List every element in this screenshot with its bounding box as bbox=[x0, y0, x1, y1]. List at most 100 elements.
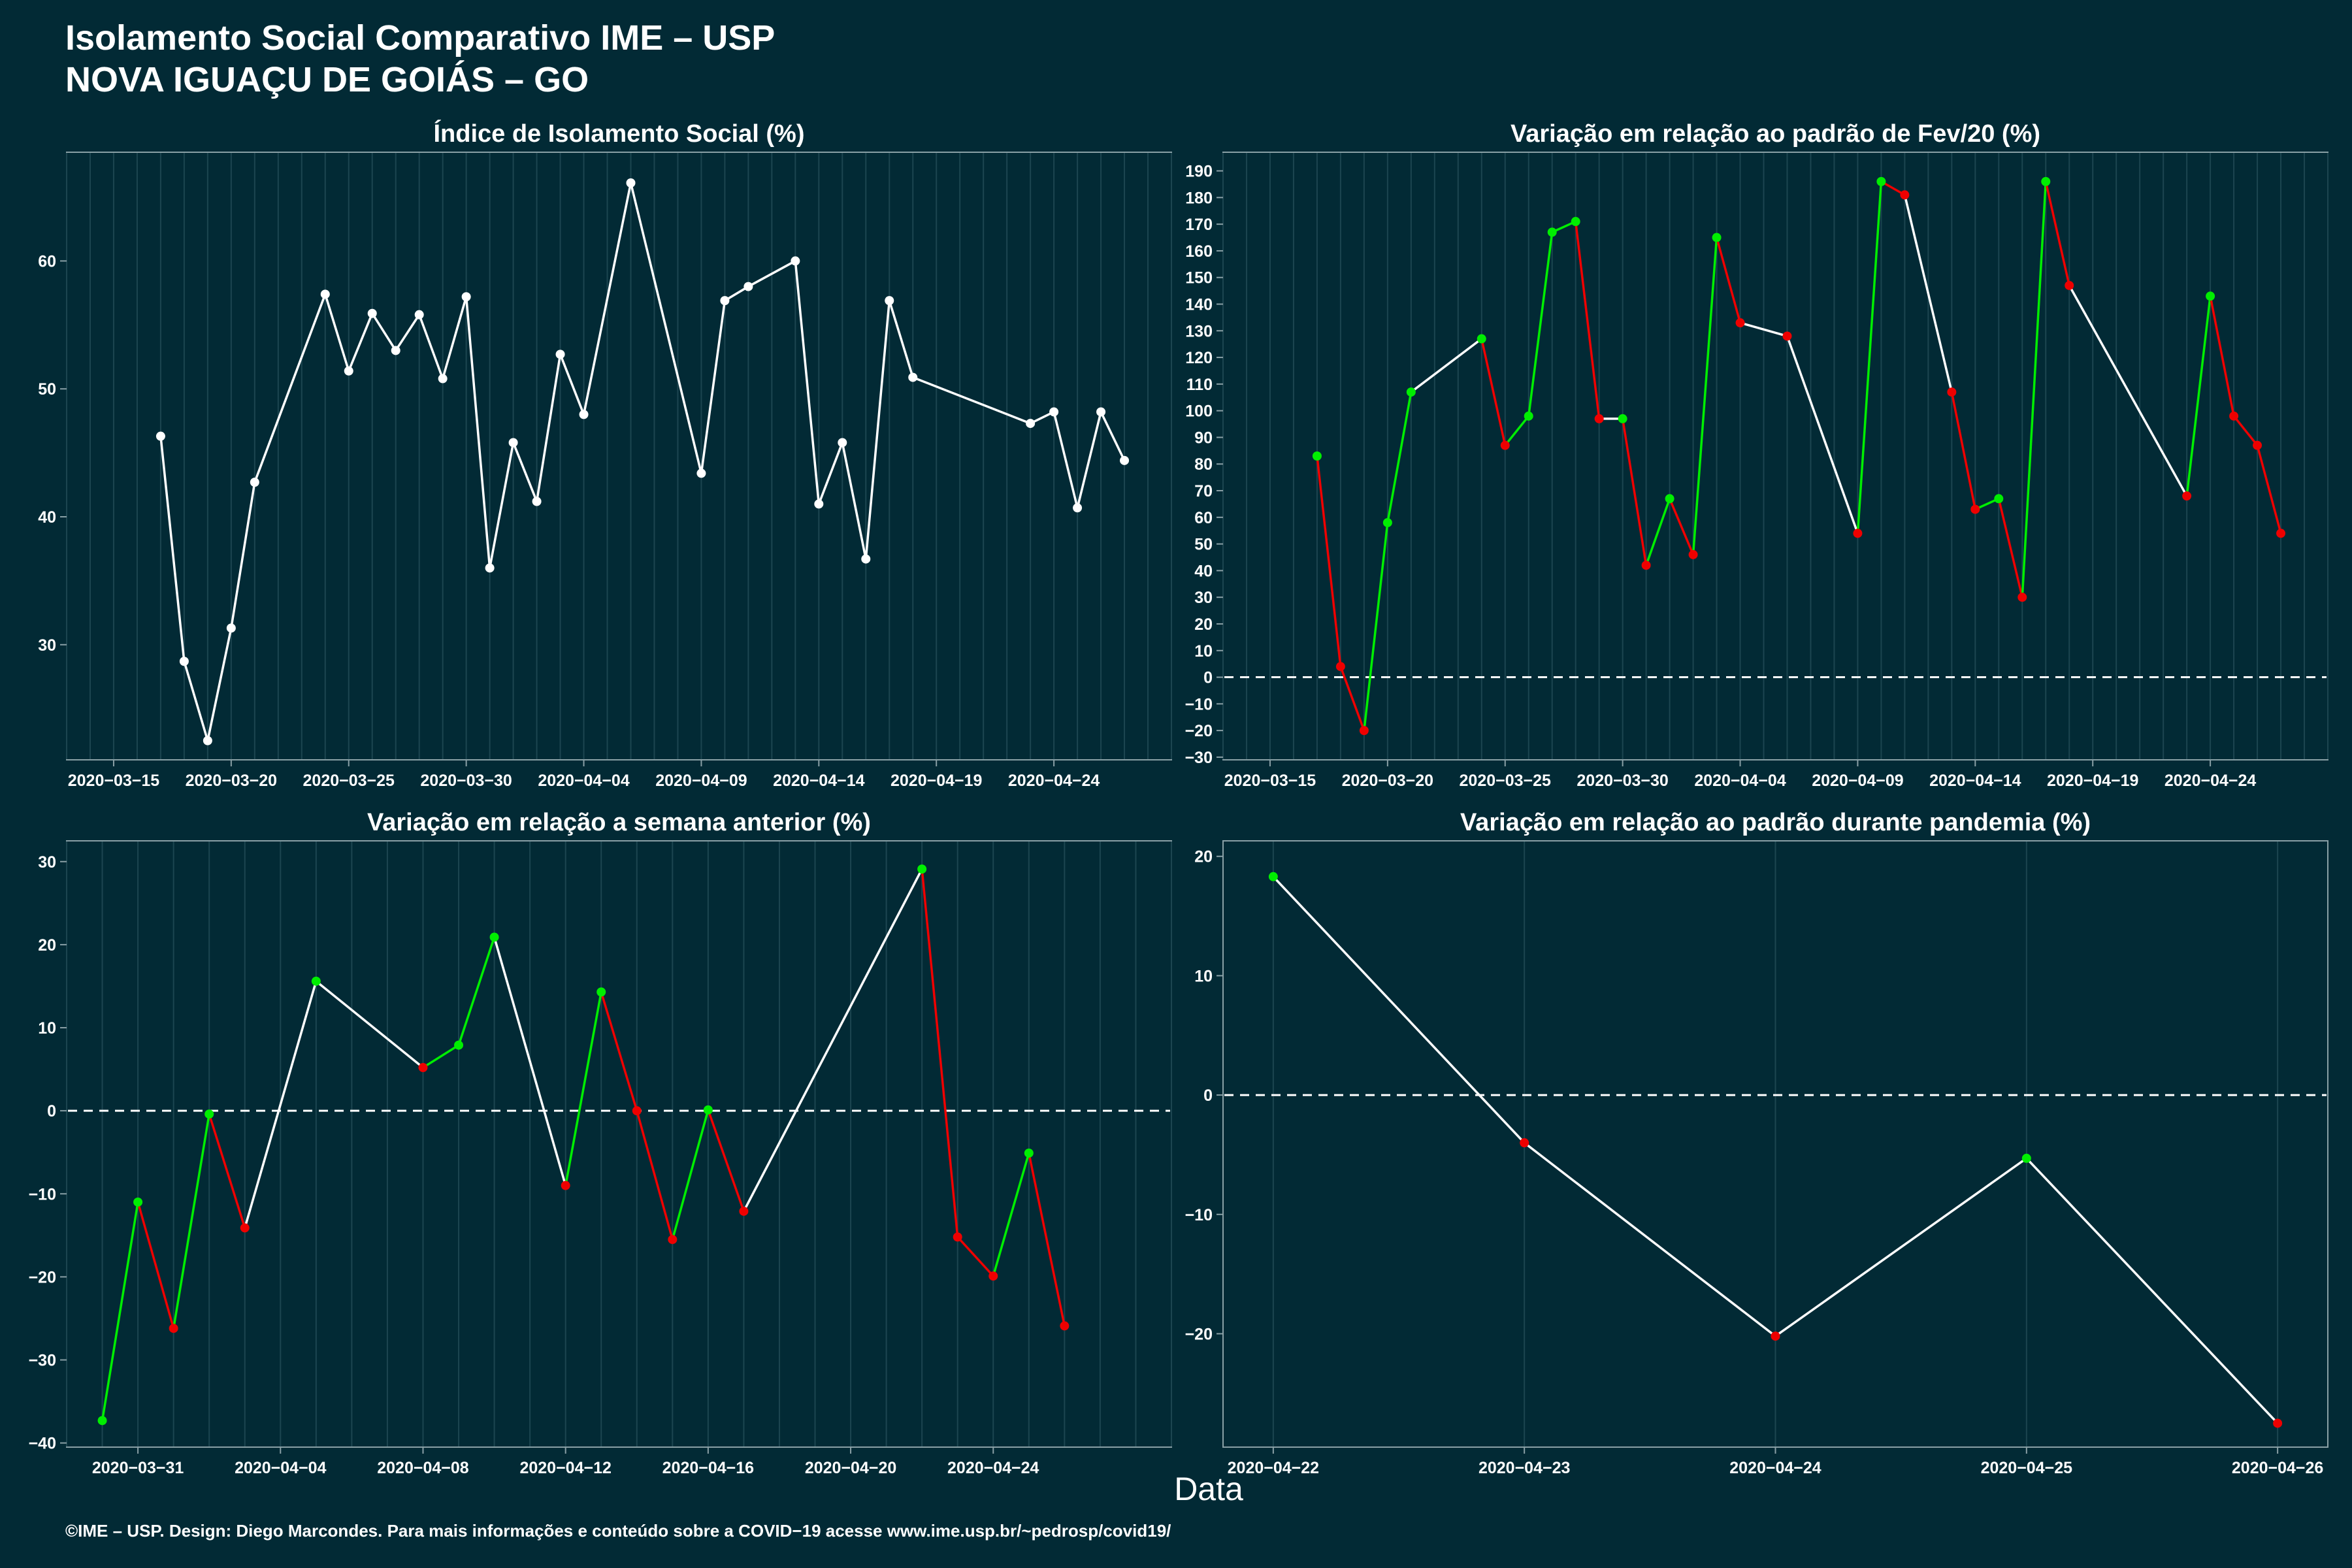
series-segment bbox=[2021, 181, 2048, 598]
y-tick-label: 160 bbox=[1185, 242, 1213, 261]
series-segment bbox=[1740, 321, 1788, 338]
data-point bbox=[2229, 411, 2239, 421]
data-point bbox=[1735, 318, 1745, 328]
series-segment bbox=[208, 1113, 246, 1228]
series-segment bbox=[1668, 498, 1695, 555]
data-point bbox=[1665, 494, 1674, 504]
data-point bbox=[250, 478, 259, 487]
x-tick-label: 2020−04−25 bbox=[1981, 1459, 2073, 1477]
panel-variation-previous-week: Variação em relação a semana anterior (%… bbox=[29, 809, 1172, 1477]
x-tick-label: 2020−04−22 bbox=[1228, 1459, 1319, 1477]
data-point bbox=[344, 366, 353, 376]
series-segment bbox=[742, 868, 923, 1212]
y-tick-label: 30 bbox=[38, 636, 56, 655]
data-points bbox=[97, 864, 1070, 1426]
y-tick-label: 30 bbox=[1194, 589, 1213, 607]
series-segment bbox=[206, 627, 233, 741]
data-point bbox=[454, 1040, 464, 1050]
series-segment bbox=[2185, 296, 2212, 497]
x-tick-label: 2020−03−30 bbox=[420, 772, 512, 790]
y-tick-label: 50 bbox=[38, 380, 56, 399]
data-point bbox=[367, 308, 377, 318]
x-tick-label: 2020−04−16 bbox=[662, 1459, 754, 1477]
chart-title: Variação em relação a semana anterior (%… bbox=[367, 809, 871, 836]
data-point bbox=[169, 1324, 178, 1333]
main-title-line1: Isolamento Social Comparativo IME – USP bbox=[65, 18, 776, 57]
series-segment bbox=[535, 354, 562, 502]
x-tick-label: 2020−04−24 bbox=[1008, 772, 1100, 790]
panel-variation-feb: Variação em relação ao padrão de Fev/20 … bbox=[1185, 120, 2328, 790]
y-tick-label: 60 bbox=[1194, 509, 1213, 527]
x-tick-label: 2020−04−04 bbox=[235, 1459, 327, 1477]
series-segment bbox=[1903, 194, 1953, 393]
data-point bbox=[1520, 1138, 1529, 1148]
data-point bbox=[696, 468, 706, 478]
x-tick-label: 2020−04−14 bbox=[1929, 772, 2021, 790]
data-point bbox=[555, 350, 565, 359]
data-point bbox=[561, 1181, 570, 1190]
series-segment bbox=[422, 1044, 459, 1069]
data-point bbox=[97, 1416, 107, 1426]
data-point bbox=[2206, 291, 2215, 301]
data-point bbox=[2253, 440, 2262, 450]
data-point bbox=[311, 976, 321, 986]
y-tick-label: 150 bbox=[1185, 269, 1213, 287]
x-tick-label: 2020−04−08 bbox=[377, 1459, 469, 1477]
series-segment bbox=[1316, 455, 1342, 667]
y-tick-label: 40 bbox=[38, 508, 56, 527]
data-point bbox=[1120, 455, 1130, 465]
data-point bbox=[1500, 440, 1510, 450]
series-segment bbox=[137, 1201, 175, 1329]
data-point bbox=[489, 932, 499, 942]
data-points bbox=[155, 178, 1130, 745]
x-tick-label: 2020−04−19 bbox=[890, 772, 982, 790]
x-tick-label: 2020−03−20 bbox=[186, 772, 277, 790]
data-point bbox=[1594, 414, 1604, 423]
x-tick-label: 2020−04−04 bbox=[1694, 772, 1786, 790]
series-segment bbox=[348, 313, 374, 372]
data-point bbox=[1060, 1321, 1070, 1331]
y-tick-label: 30 bbox=[38, 853, 56, 872]
x-tick-label: 2020−04−04 bbox=[538, 772, 630, 790]
y-tick-label: 80 bbox=[1194, 455, 1213, 474]
series-segment bbox=[564, 992, 602, 1186]
series-segment bbox=[1786, 335, 1859, 534]
series-segment bbox=[2232, 415, 2259, 446]
data-point bbox=[1970, 504, 1980, 514]
data-point bbox=[838, 438, 847, 448]
data-point bbox=[814, 499, 824, 509]
series-segment bbox=[1100, 411, 1126, 461]
data-point bbox=[1359, 726, 1369, 736]
y-tick-label: −30 bbox=[29, 1352, 56, 1370]
series-segment bbox=[2068, 285, 2188, 497]
data-point bbox=[917, 864, 927, 874]
series-segment bbox=[956, 1236, 994, 1277]
series-segment bbox=[1644, 498, 1671, 566]
data-point bbox=[1994, 494, 2004, 504]
data-point bbox=[508, 438, 518, 448]
series-segment bbox=[1410, 338, 1482, 393]
series-segment bbox=[747, 259, 796, 288]
series-segment bbox=[841, 442, 867, 559]
y-tick-label: 90 bbox=[1194, 429, 1213, 447]
series-segment bbox=[794, 261, 821, 504]
x-tick-label: 2020−03−31 bbox=[92, 1459, 184, 1477]
data-point bbox=[179, 657, 189, 666]
data-point bbox=[668, 1235, 678, 1245]
y-tick-label: 10 bbox=[38, 1019, 56, 1037]
y-tick-label: −20 bbox=[1185, 722, 1213, 740]
y-tick-label: 0 bbox=[1203, 669, 1213, 687]
y-tick-label: 170 bbox=[1185, 216, 1213, 234]
x-tick-label: 2020−03−30 bbox=[1576, 772, 1668, 790]
data-point bbox=[204, 1109, 214, 1119]
series-segment bbox=[172, 1113, 210, 1329]
data-point bbox=[1312, 451, 1322, 461]
data-point bbox=[703, 1105, 713, 1115]
data-point bbox=[579, 410, 589, 419]
series-segment bbox=[1524, 1141, 1776, 1337]
data-point bbox=[226, 623, 236, 633]
data-point bbox=[1900, 190, 1910, 200]
data-point bbox=[720, 296, 730, 306]
data-point bbox=[1618, 414, 1627, 423]
data-point bbox=[1712, 233, 1722, 242]
